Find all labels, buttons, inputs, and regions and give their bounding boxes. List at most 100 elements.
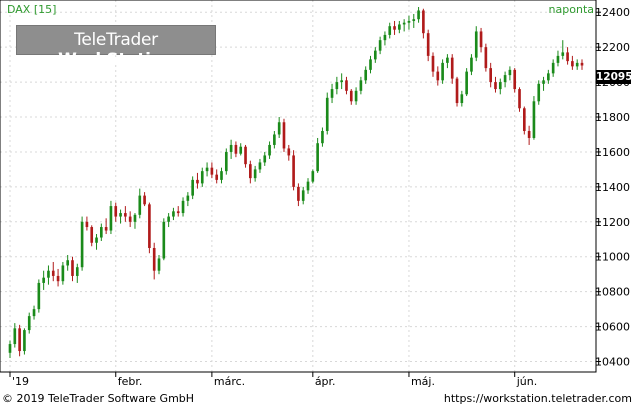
candle bbox=[224, 148, 228, 175]
candle-body bbox=[551, 62, 555, 74]
y-tick-label: 10600 bbox=[595, 321, 630, 334]
candle bbox=[426, 29, 430, 62]
copyright-text: © 2019 TeleTrader Software GmbH bbox=[2, 392, 195, 405]
candle-body bbox=[479, 31, 483, 48]
candle bbox=[450, 54, 454, 84]
candle bbox=[436, 66, 440, 86]
candle bbox=[66, 254, 70, 271]
candle bbox=[292, 150, 295, 191]
candle-body bbox=[61, 265, 65, 282]
candle bbox=[407, 15, 411, 30]
candle-body bbox=[508, 69, 512, 76]
y-tick-label: 11400 bbox=[595, 181, 630, 194]
candle-body bbox=[200, 171, 204, 184]
candle-body bbox=[37, 282, 41, 310]
candle-body bbox=[51, 270, 55, 276]
candle bbox=[494, 76, 497, 93]
candle bbox=[56, 268, 60, 287]
candle bbox=[359, 76, 363, 95]
candle-body bbox=[186, 195, 190, 201]
candle-body bbox=[359, 80, 363, 91]
candle-body bbox=[71, 260, 74, 276]
candle-body bbox=[215, 174, 219, 180]
candle bbox=[273, 130, 276, 149]
candle bbox=[542, 76, 545, 91]
candle bbox=[90, 225, 94, 247]
y-tick-label: 10400 bbox=[595, 356, 630, 369]
candle-body bbox=[537, 83, 541, 102]
candle bbox=[306, 178, 310, 194]
candle bbox=[152, 242, 156, 280]
candle bbox=[364, 66, 368, 84]
x-tick-label: ápr. bbox=[315, 375, 336, 388]
candle-body bbox=[138, 195, 142, 215]
candle bbox=[522, 106, 526, 135]
candle-body bbox=[450, 57, 454, 79]
candle bbox=[537, 80, 541, 105]
period-label[interactable]: naponta bbox=[548, 3, 594, 16]
candle-body bbox=[95, 237, 98, 243]
candle-body bbox=[402, 22, 406, 25]
candle bbox=[181, 197, 185, 217]
candle bbox=[191, 176, 194, 200]
website-link[interactable]: https://workstation.teletrader.com bbox=[443, 392, 632, 405]
candle-body bbox=[42, 277, 45, 283]
candle-body bbox=[335, 82, 339, 90]
candle bbox=[148, 202, 151, 254]
candle bbox=[301, 186, 305, 205]
candle-body bbox=[330, 89, 334, 98]
candle-body bbox=[162, 221, 166, 259]
candle bbox=[412, 13, 416, 28]
candle bbox=[196, 172, 199, 189]
candle bbox=[580, 59, 584, 70]
candle-body bbox=[446, 57, 449, 63]
candle bbox=[23, 328, 26, 355]
candle bbox=[441, 59, 444, 84]
candle-body bbox=[104, 227, 108, 231]
candle bbox=[527, 125, 531, 145]
candle-body bbox=[580, 62, 584, 66]
last-price-marker: 12095 bbox=[596, 70, 633, 84]
candle-body bbox=[191, 179, 194, 196]
candle-body bbox=[27, 316, 31, 331]
candle-body bbox=[364, 69, 368, 81]
candle-body bbox=[119, 213, 122, 217]
candle bbox=[460, 90, 464, 107]
candle-body bbox=[373, 50, 377, 60]
candle-body bbox=[128, 216, 132, 222]
candle-body bbox=[80, 221, 84, 268]
candle-body bbox=[8, 344, 12, 353]
candle-body bbox=[369, 59, 372, 70]
candle bbox=[316, 137, 319, 173]
candle bbox=[402, 19, 406, 32]
candle bbox=[575, 59, 579, 70]
candle bbox=[566, 47, 569, 65]
candle-body bbox=[484, 47, 488, 69]
y-tick-label: 11800 bbox=[595, 111, 630, 124]
candle bbox=[244, 144, 247, 168]
y-tick-label: 11000 bbox=[595, 251, 630, 264]
candle bbox=[229, 139, 233, 159]
candle-body bbox=[253, 169, 257, 179]
teletrader-logo: TeleTrader WorkStation bbox=[16, 25, 216, 70]
candle bbox=[311, 169, 315, 184]
candle bbox=[109, 200, 113, 235]
candle-body bbox=[56, 275, 60, 282]
candle bbox=[104, 218, 108, 235]
candle-body bbox=[18, 328, 21, 352]
candle bbox=[128, 211, 132, 228]
y-tick-label: 10800 bbox=[595, 286, 630, 299]
candle bbox=[378, 36, 382, 55]
candle bbox=[176, 206, 180, 217]
candle-body bbox=[571, 61, 574, 67]
candle-body bbox=[345, 80, 348, 91]
candle-body bbox=[566, 52, 569, 62]
candle-body bbox=[167, 216, 170, 222]
candle-body bbox=[412, 19, 416, 21]
candle-body bbox=[542, 80, 545, 84]
candle-body bbox=[258, 162, 262, 170]
candle bbox=[162, 218, 166, 261]
candle-body bbox=[321, 130, 324, 144]
candle-body bbox=[465, 71, 468, 95]
